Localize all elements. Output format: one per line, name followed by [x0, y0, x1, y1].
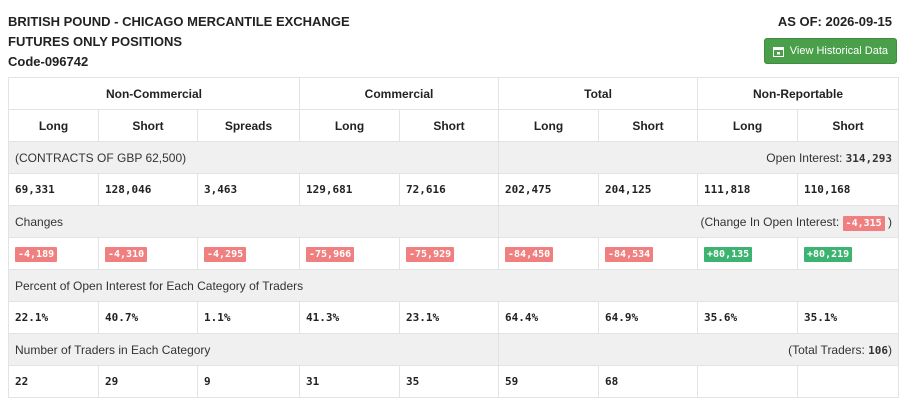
- table-cell: 31: [299, 365, 400, 398]
- change-open-interest-close: ): [888, 214, 893, 229]
- table-cell: -4,295: [197, 237, 300, 270]
- group-total: Total: [498, 77, 699, 110]
- table-cell: 68: [598, 365, 699, 398]
- table-cell: 9: [197, 365, 300, 398]
- column-header: Long: [8, 109, 99, 142]
- view-historical-data-label: View Historical Data: [789, 45, 888, 57]
- total-traders-value: 106: [868, 343, 889, 357]
- total-traders-label: (Total Traders:: [788, 342, 865, 357]
- percent-section-row: Percent of Open Interest for Each Catego…: [7, 269, 900, 302]
- total-traders: (Total Traders: 106): [498, 333, 900, 366]
- column-header: Long: [697, 109, 799, 142]
- table-cell: 1.1%: [197, 301, 300, 334]
- table-cell: 35.1%: [797, 301, 900, 334]
- change-badge: -84,450: [505, 247, 554, 262]
- table-cell: -84,534: [598, 237, 699, 270]
- contracts-label: (CONTRACTS OF GBP 62,500): [7, 141, 500, 174]
- change-open-interest: (Change In Open Interest: -4,315 ): [498, 205, 900, 238]
- contracts-section-row: (CONTRACTS OF GBP 62,500) Open Interest:…: [7, 141, 900, 174]
- table-cell: 64.4%: [498, 301, 600, 334]
- changes-label: Changes: [7, 205, 500, 238]
- contracts-values-row: 69,331 128,046 3,463 129,681 72,616 202,…: [8, 173, 900, 206]
- table-cell: 110,168: [797, 173, 900, 206]
- change-badge: +80,219: [804, 247, 853, 262]
- change-open-interest-label: (Change In Open Interest:: [700, 214, 840, 229]
- open-interest-label: Open Interest:: [766, 150, 843, 165]
- as-of-date: AS OF: 2026-09-15: [777, 14, 892, 29]
- table-cell: 128,046: [98, 173, 198, 206]
- table-cell: +80,135: [697, 237, 799, 270]
- traders-section-row: Number of Traders in Each Category (Tota…: [7, 333, 900, 366]
- total-traders-close: ): [888, 342, 893, 357]
- group-commercial: Commercial: [298, 77, 500, 110]
- table-cell: +80,219: [797, 237, 900, 270]
- change-badge: -84,534: [605, 247, 654, 262]
- cot-positions-table: Non-Commercial Commercial Total Non-Repo…: [7, 77, 900, 398]
- table-cell: -75,966: [299, 237, 400, 270]
- traders-label: Number of Traders in Each Category: [7, 333, 500, 366]
- group-non-commercial: Non-Commercial: [8, 77, 300, 110]
- changes-values-row: -4,189 -4,310 -4,295 -75,966 -75,929 -84…: [8, 237, 900, 270]
- table-cell: 35: [398, 365, 500, 398]
- report-subtitle: FUTURES ONLY POSITIONS: [8, 34, 183, 49]
- table-cell: 22: [8, 365, 99, 398]
- group-non-reportable: Non-Reportable: [697, 77, 900, 110]
- column-header: Short: [98, 109, 198, 142]
- table-cell: 129,681: [299, 173, 400, 206]
- view-historical-data-button[interactable]: View Historical Data: [763, 38, 897, 64]
- change-badge: -4,295: [204, 247, 247, 262]
- column-header: Long: [299, 109, 400, 142]
- table-cell: -75,929: [398, 237, 500, 270]
- report-code: Code-096742: [8, 54, 89, 69]
- open-interest: Open Interest: 314,293: [498, 141, 900, 174]
- table-cell: [797, 365, 900, 398]
- table-cell: 22.1%: [8, 301, 99, 334]
- report-title-block: BRITISH POUND - CHICAGO MERCANTILE EXCHA…: [8, 12, 350, 72]
- table-cell: [697, 365, 799, 398]
- percent-label: Percent of Open Interest for Each Catego…: [7, 269, 900, 302]
- change-badge: -75,966: [306, 247, 355, 262]
- table-cell: 41.3%: [299, 301, 400, 334]
- calendar-icon: [772, 46, 784, 57]
- table-cell: 23.1%: [398, 301, 500, 334]
- traders-values-row: 22 29 9 31 35 59 68: [8, 365, 900, 398]
- column-header: Short: [398, 109, 500, 142]
- table-cell: 69,331: [8, 173, 99, 206]
- table-cell: 3,463: [197, 173, 300, 206]
- open-interest-value: 314,293: [845, 151, 893, 165]
- table-cell: -4,189: [8, 237, 99, 270]
- report-header: BRITISH POUND - CHICAGO MERCANTILE EXCHA…: [8, 12, 897, 72]
- table-cell: 40.7%: [98, 301, 198, 334]
- table-cell: 29: [98, 365, 198, 398]
- change-open-interest-value: -4,315: [842, 215, 885, 231]
- change-badge: -75,929: [406, 247, 455, 262]
- column-header: Short: [797, 109, 900, 142]
- group-header-row: Non-Commercial Commercial Total Non-Repo…: [8, 77, 900, 110]
- changes-section-row: Changes (Change In Open Interest: -4,315…: [7, 205, 900, 238]
- column-header-row: Long Short Spreads Long Short Long Short…: [8, 109, 900, 142]
- table-cell: -84,450: [498, 237, 600, 270]
- percent-values-row: 22.1% 40.7% 1.1% 41.3% 23.1% 64.4% 64.9%…: [8, 301, 900, 334]
- table-cell: 204,125: [598, 173, 699, 206]
- table-cell: 202,475: [498, 173, 600, 206]
- column-header: Long: [498, 109, 600, 142]
- table-cell: 35.6%: [697, 301, 799, 334]
- change-badge: -4,189: [15, 247, 58, 262]
- table-cell: 59: [498, 365, 600, 398]
- report-title: BRITISH POUND - CHICAGO MERCANTILE EXCHA…: [8, 14, 350, 29]
- table-cell: -4,310: [98, 237, 198, 270]
- column-header: Short: [598, 109, 699, 142]
- change-badge: -4,310: [105, 247, 148, 262]
- change-badge: +80,135: [704, 247, 753, 262]
- column-header: Spreads: [197, 109, 300, 142]
- table-cell: 72,616: [398, 173, 500, 206]
- table-cell: 111,818: [697, 173, 799, 206]
- table-cell: 64.9%: [598, 301, 699, 334]
